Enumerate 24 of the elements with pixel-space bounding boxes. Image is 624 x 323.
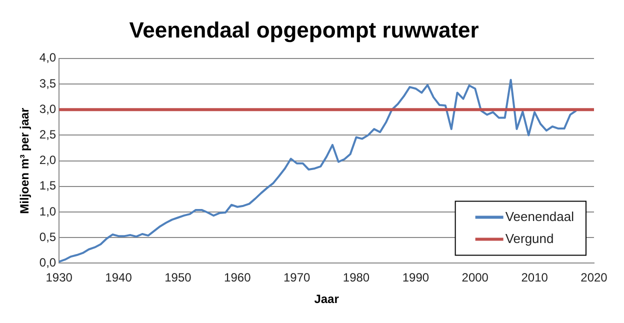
y-tick-label: 0,0 <box>39 256 56 270</box>
x-tick-label: 1970 <box>283 270 310 285</box>
y-tick-label: 3,0 <box>39 102 56 116</box>
y-tick-label: 3,5 <box>39 76 56 90</box>
y-tick-label: 2,5 <box>39 128 56 142</box>
x-tick-label: 1940 <box>105 270 132 285</box>
legend-label: Vergund <box>505 230 554 246</box>
x-tick-label: 1960 <box>224 270 252 285</box>
x-tick-label: 2000 <box>462 270 489 285</box>
x-axis-title: Jaar <box>314 292 340 306</box>
chart-title: Veenendaal opgepompt ruwwater <box>129 17 480 42</box>
x-tick-label: 1990 <box>402 270 430 285</box>
y-tick-label: 1,5 <box>39 178 56 193</box>
x-tick-label: 2010 <box>521 270 548 285</box>
y-axis-title: Miljoen m³ per jaar <box>18 107 32 214</box>
y-tick-label: 0,5 <box>39 230 56 244</box>
legend-label: Veenendaal <box>505 208 574 224</box>
y-tick-label: 2,0 <box>39 153 56 168</box>
x-tick-label: 1950 <box>164 270 192 285</box>
x-tick-label: 1930 <box>46 270 73 285</box>
x-tick-label: 1980 <box>342 270 370 285</box>
y-tick-label: 1,0 <box>39 204 56 218</box>
x-tick-label: 2020 <box>580 270 608 285</box>
y-tick-label: 4,0 <box>39 50 56 65</box>
